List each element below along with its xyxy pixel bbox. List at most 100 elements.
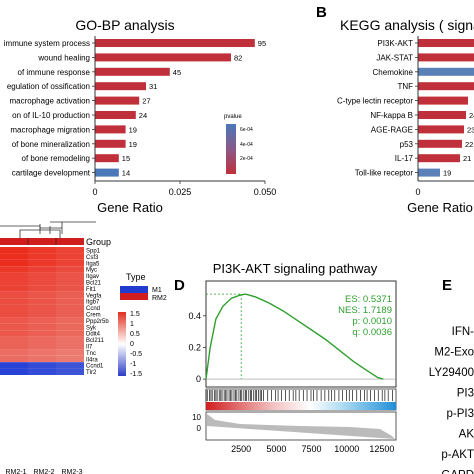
heatmap-cell bbox=[56, 259, 84, 267]
heatmap-cell bbox=[28, 368, 56, 375]
gsea-panel: D PI3K-AKT signaling pathway 0.4 0.2 0 ES:… bbox=[174, 261, 397, 454]
heatmap-cell bbox=[0, 259, 28, 267]
panel-letter-b: B bbox=[316, 4, 327, 21]
gsea-y-ticks: 0.4 0.2 0 bbox=[188, 311, 206, 384]
kegg-bar bbox=[418, 82, 474, 91]
heatmap-gene-label: Flt1 bbox=[86, 287, 97, 293]
heatmap-scale-tick: -1.5 bbox=[130, 371, 142, 378]
heatmap-cell bbox=[0, 285, 28, 292]
gsea-rank-metric-area bbox=[207, 414, 395, 439]
kegg-bar bbox=[418, 53, 474, 62]
heatmap-cell bbox=[28, 266, 56, 273]
go-bp-legend-title: pvalue bbox=[224, 114, 242, 120]
go-bp-title: GO-BP analysis bbox=[75, 17, 174, 33]
heatmap-cell bbox=[0, 343, 28, 350]
heatmap-cell bbox=[56, 253, 84, 260]
heatmap-cell bbox=[0, 323, 28, 331]
kegg-bar-label: 23 bbox=[467, 125, 474, 134]
gsea-title: PI3K-AKT signaling pathway bbox=[213, 261, 378, 276]
gsea-y-tick: 0.4 bbox=[188, 311, 201, 321]
heatmap-gene-label: Il4ra bbox=[86, 357, 98, 363]
gsea-es-plot-frame bbox=[205, 280, 397, 388]
go-bp-category-labels: immune system process wound healing of imm… bbox=[4, 39, 95, 178]
go-bp-bar-label: 27 bbox=[142, 97, 150, 106]
heatmap-cell bbox=[28, 298, 56, 305]
go-bp-bar bbox=[95, 39, 255, 47]
go-bp-category-label: macrophage activation bbox=[10, 97, 91, 106]
go-bp-bar-label: 14 bbox=[122, 169, 130, 178]
heatmap-cell bbox=[28, 291, 56, 299]
kegg-category-label: C-type lectin receptor bbox=[337, 97, 413, 106]
heatmap-gene-label: Tlr2 bbox=[86, 370, 97, 376]
gsea-x-tick: 5000 bbox=[266, 444, 286, 454]
blot-label: PI3 bbox=[457, 388, 474, 400]
kegg-bar bbox=[418, 67, 474, 76]
gsea-rank-y-tick: 10 bbox=[192, 413, 201, 422]
go-bp-category-label: of bone mineralization bbox=[12, 140, 90, 149]
panel-letter-e: E bbox=[442, 277, 452, 294]
go-bp-bar-label: 45 bbox=[173, 68, 181, 77]
kegg-x-label: Gene Ratio bbox=[407, 200, 473, 215]
heatmap-gene-label: Tnc bbox=[86, 351, 96, 357]
heatmap-cell bbox=[56, 355, 84, 363]
heatmap-sample-label: RM2-3 bbox=[61, 469, 82, 474]
heatmap-sample-label: RM2-2 bbox=[33, 469, 54, 474]
go-bp-legend-tick: 4e-04 bbox=[240, 142, 253, 148]
go-bp-x-label: Gene Ratio bbox=[97, 200, 163, 215]
heatmap-scale-ticks: 1.5 1 0.5 0 -0.5 -1 -1.5 bbox=[130, 311, 142, 378]
heatmap-gene-label: Crem bbox=[86, 313, 101, 319]
heatmap-cell bbox=[56, 291, 84, 299]
heatmap-cell bbox=[28, 311, 56, 318]
go-bp-bar-label: 24 bbox=[139, 111, 147, 120]
gsea-hit-ticks bbox=[205, 390, 393, 401]
heatmap-scale-tick: 0 bbox=[130, 341, 134, 348]
heatmap-cell bbox=[28, 355, 56, 363]
heatmap-scale-tick: 1.5 bbox=[130, 311, 140, 318]
heatmap-cell bbox=[56, 323, 84, 331]
kegg-category-label: NF-kappa B bbox=[370, 111, 413, 120]
heatmap-dendrogram bbox=[0, 221, 96, 234]
heatmap-dendrogram-column bbox=[19, 224, 61, 238]
heatmap-cell bbox=[56, 362, 84, 369]
heatmap-cell bbox=[56, 285, 84, 292]
go-bp-x-tick: 0 bbox=[92, 187, 97, 197]
go-bp-category-label: macrophage migration bbox=[10, 125, 90, 134]
go-bp-category-label: of immune response bbox=[18, 68, 91, 77]
blot-label: IFN- bbox=[452, 326, 474, 338]
go-bp-bar bbox=[95, 82, 146, 91]
heatmap-gene-label: Itgav bbox=[86, 274, 99, 280]
heatmap-cell bbox=[0, 317, 28, 324]
kegg-bars: 24 23 22 21 19 bbox=[418, 39, 474, 178]
type-legend-label: RM2 bbox=[152, 295, 167, 302]
heatmap-cell bbox=[28, 317, 56, 324]
go-bp-category-label: immune system process bbox=[4, 39, 90, 48]
heatmap-cell bbox=[0, 362, 28, 369]
gsea-stat: ES: 0.5371 bbox=[345, 294, 392, 305]
kegg-category-label: Toll-like receptor bbox=[355, 169, 414, 178]
heatmap-cell bbox=[0, 355, 28, 363]
kegg-category-label: p53 bbox=[400, 140, 414, 149]
heatmap-cell bbox=[28, 247, 56, 254]
go-bp-x-tick: 0.050 bbox=[254, 187, 277, 197]
heatmap-cell bbox=[0, 330, 28, 337]
western-blot-panel: E IFN- M2-Exo LY29400 PI3 p-PI3 AK p-AKT GAPD bbox=[429, 277, 474, 474]
heatmap-gene-label: Ccnd bbox=[86, 306, 100, 312]
go-bp-bar bbox=[95, 53, 231, 62]
type-legend-swatch-m1 bbox=[120, 286, 148, 293]
go-bp-x-ticks: 0 0.025 0.050 bbox=[92, 181, 276, 197]
heatmap-cell bbox=[28, 253, 56, 260]
heatmap-cell bbox=[0, 304, 28, 311]
heatmap-cell bbox=[0, 279, 28, 286]
blot-row-labels: IFN- M2-Exo LY29400 PI3 p-PI3 AK p-AKT GAPD bbox=[429, 326, 474, 474]
gsea-y-tick: 0 bbox=[196, 374, 201, 384]
gsea-y-tick: 0.2 bbox=[188, 342, 201, 352]
kegg-title: KEGG analysis ( signal bbox=[340, 17, 474, 33]
gsea-enrichment-line bbox=[205, 293, 384, 380]
heatmap-cell bbox=[0, 266, 28, 273]
kegg-bar-label: 22 bbox=[465, 140, 473, 149]
go-bp-bar bbox=[95, 139, 126, 148]
go-bp-category-label: wound healing bbox=[37, 53, 90, 62]
heatmap-cell bbox=[0, 368, 28, 375]
